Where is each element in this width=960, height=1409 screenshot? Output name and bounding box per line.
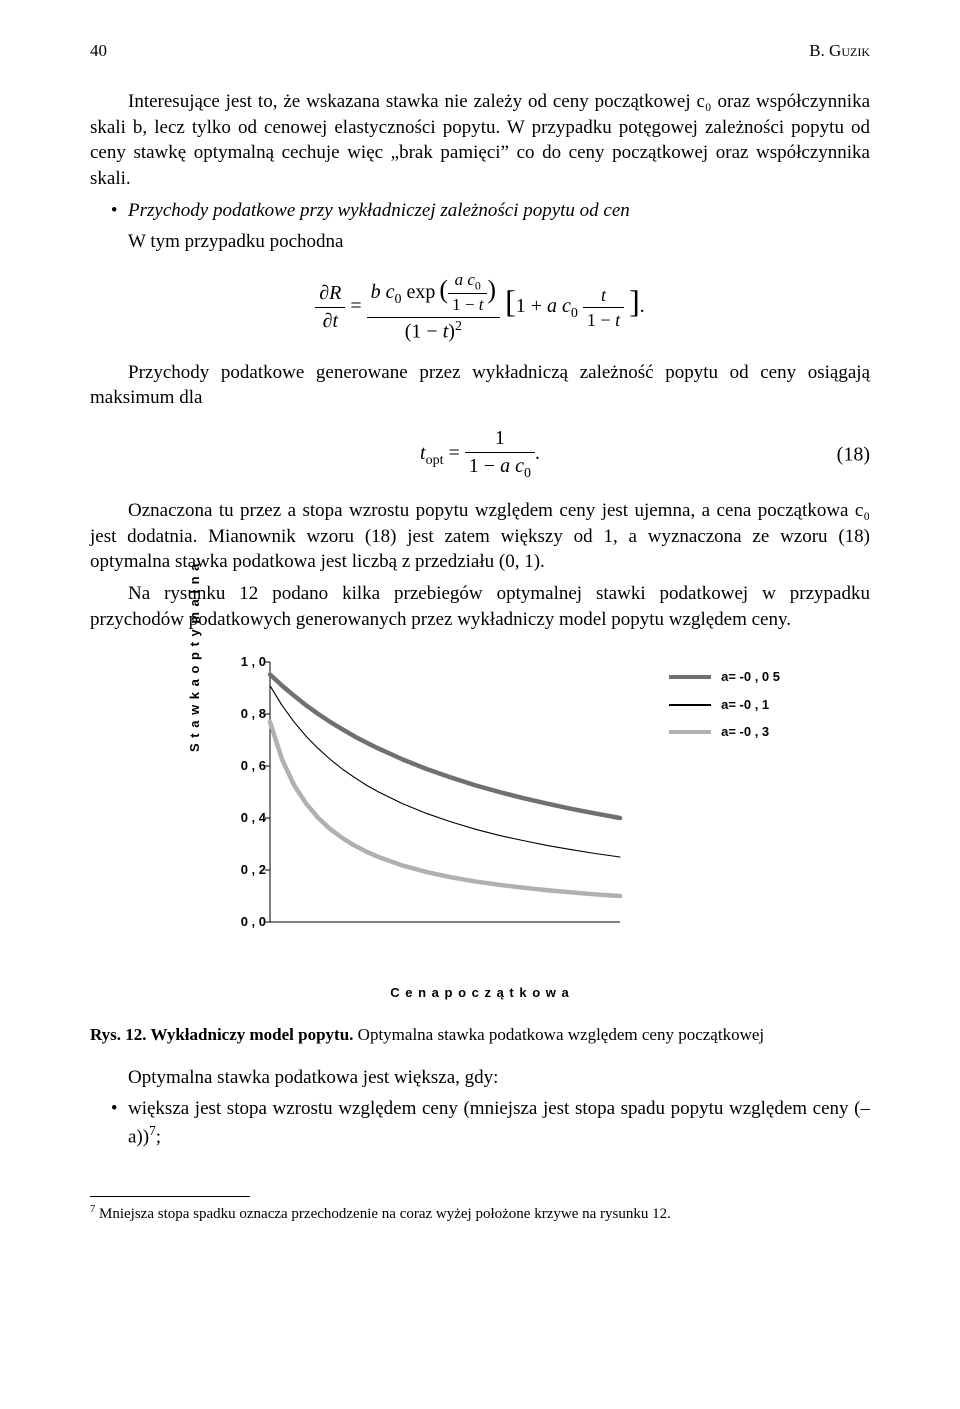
legend-swatch bbox=[669, 730, 711, 734]
y-tick-label: 0 , 0 bbox=[230, 913, 266, 931]
chart-container: S t a w k a o p t y m a l n a 0 , 00 , 2… bbox=[200, 662, 760, 1002]
footnote-ref: 7 bbox=[149, 1123, 156, 1138]
chart-svg bbox=[270, 662, 620, 922]
legend-label: a= -0 , 0 5 bbox=[721, 668, 780, 686]
y-axis-label: S t a w k a o p t y m a l n a bbox=[186, 563, 204, 752]
footnote-text: 7 Mniejsza stopa spadku oznacza przechod… bbox=[90, 1203, 870, 1224]
bullet-item-2: większa jest stopa wzrostu względem ceny… bbox=[90, 1096, 870, 1150]
footnote-body: Mniejsza stopa spadku oznacza przechodze… bbox=[95, 1206, 671, 1222]
plot-area bbox=[270, 662, 620, 922]
y-tick-label: 0 , 4 bbox=[230, 809, 266, 827]
formula-derivative: ∂R ∂t = b c0 exp (a c01 − t) (1 − t)2 [1… bbox=[90, 269, 870, 346]
bullet-item-1: Przychody podatkowe przy wykładniczej za… bbox=[90, 198, 870, 224]
y-tick-label: 1 , 0 bbox=[230, 653, 266, 671]
y-tick-label: 0 , 6 bbox=[230, 757, 266, 775]
legend-label: a= -0 , 1 bbox=[721, 696, 769, 714]
footnote-separator bbox=[90, 1196, 250, 1197]
paragraph-5: Na rysunku 12 podano kilka przebiegów op… bbox=[90, 581, 870, 632]
x-axis-label: C e n a p o c z ą t k o w a bbox=[200, 984, 760, 1002]
line-chart: S t a w k a o p t y m a l n a 0 , 00 , 2… bbox=[200, 662, 760, 962]
figure-caption: Rys. 12. Wykładniczy model popytu. Optym… bbox=[90, 1024, 870, 1047]
page-number: 40 bbox=[90, 40, 107, 63]
caption-rest: Optymalna stawka podatkowa względem ceny… bbox=[353, 1025, 764, 1044]
bullet-2-text: większa jest stopa wzrostu względem ceny… bbox=[128, 1098, 870, 1147]
paragraph-3: Przychody podatkowe generowane przez wyk… bbox=[90, 360, 870, 411]
paragraph-2: W tym przypadku pochodna bbox=[90, 229, 870, 255]
legend-item: a= -0 , 1 bbox=[669, 696, 780, 714]
page-header: 40 B. Guzik bbox=[90, 40, 870, 63]
bullet-1-text: Przychody podatkowe przy wykładniczej za… bbox=[128, 200, 630, 221]
paragraph-1: Interesujące jest to, że wskazana stawka… bbox=[90, 89, 870, 192]
legend-swatch bbox=[669, 675, 711, 679]
y-tick-label: 0 , 2 bbox=[230, 861, 266, 879]
chart-legend: a= -0 , 0 5 a= -0 , 1 a= -0 , 3 bbox=[669, 668, 780, 751]
legend-swatch bbox=[669, 704, 711, 706]
page: 40 B. Guzik Interesujące jest to, że wsk… bbox=[0, 0, 960, 1280]
caption-bold: Rys. 12. Wykładniczy model popytu. bbox=[90, 1025, 353, 1044]
formula-topt: topt = 1 1 − a c0 . (18) bbox=[90, 425, 870, 484]
legend-item: a= -0 , 3 bbox=[669, 723, 780, 741]
legend-item: a= -0 , 0 5 bbox=[669, 668, 780, 686]
y-tick-label: 0 , 8 bbox=[230, 705, 266, 723]
page-author: B. Guzik bbox=[809, 40, 870, 63]
paragraph-6: Optymalna stawka podatkowa jest większa,… bbox=[90, 1065, 870, 1091]
equation-number: (18) bbox=[837, 441, 870, 468]
legend-label: a= -0 , 3 bbox=[721, 723, 769, 741]
paragraph-4: Oznaczona tu przez a stopa wzrostu popyt… bbox=[90, 498, 870, 575]
